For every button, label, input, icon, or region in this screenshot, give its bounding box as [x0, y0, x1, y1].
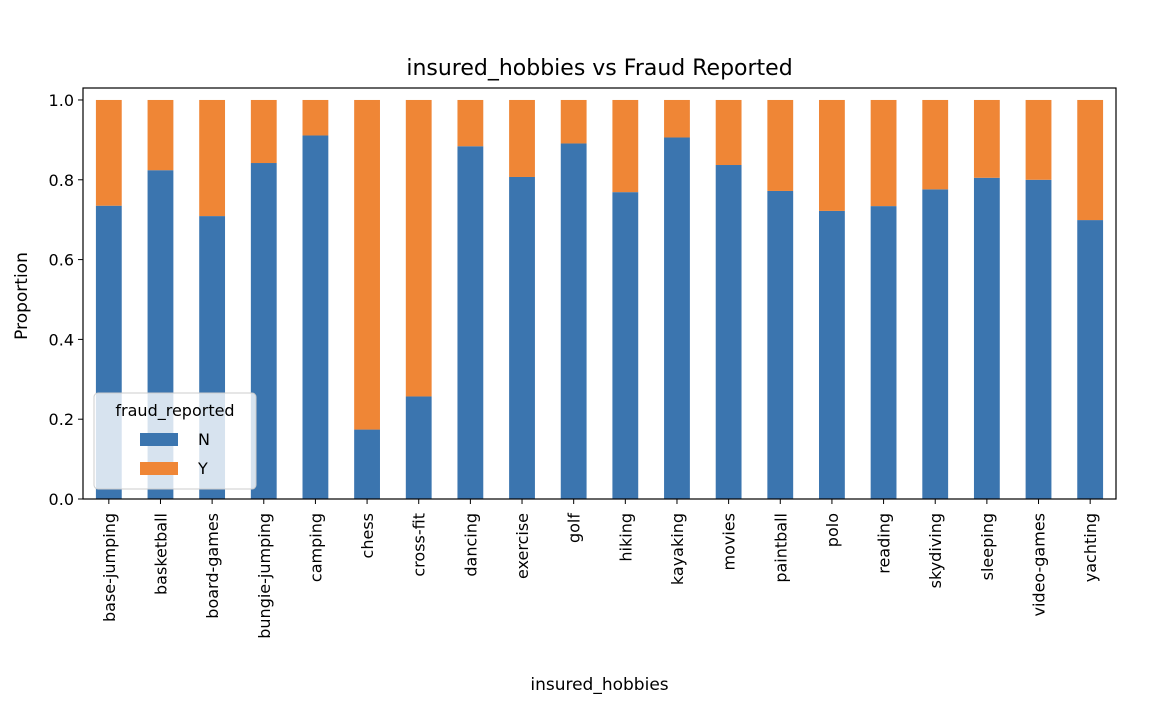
y-tick-label: 1.0 [49, 91, 74, 110]
x-tick-label-chess: chess [358, 513, 377, 558]
x-tick-label-polo: polo [823, 513, 842, 547]
bar-yachting-y [1077, 99, 1104, 221]
x-tick-label-exercise: exercise [513, 513, 532, 579]
x-tick-label-camping: camping [306, 513, 325, 582]
bar-basketball-y [147, 99, 174, 171]
y-axis: 0.0 0.2 0.4 0.6 0.8 1.0 [49, 91, 83, 509]
legend-swatch-n [140, 433, 178, 446]
bar-yachting-n [1077, 220, 1104, 499]
bar-camping-y [302, 99, 329, 136]
plot-area-frame [82, 87, 1117, 500]
y-tick-label: 0.8 [49, 171, 74, 190]
x-tick-label-bungie-jumping: bungie-jumping [255, 513, 274, 639]
bar-video-games-y [1025, 99, 1052, 180]
bar-reading-y [870, 99, 897, 207]
bar-cross-fit-y [405, 99, 432, 397]
bar-movies-y [715, 99, 742, 166]
legend-label-y: Y [197, 459, 208, 478]
bar-paintball-n [767, 190, 794, 499]
x-tick-label-base-jumping: base-jumping [100, 513, 119, 622]
bar-dancing-y [457, 99, 484, 147]
legend-title: fraud_reported [115, 401, 234, 421]
bar-skydiving-n [922, 189, 949, 499]
x-tick-label-dancing: dancing [461, 513, 480, 577]
x-tick-label-video-games: video-games [1030, 513, 1049, 617]
bar-camping-n [302, 135, 329, 500]
bar-cross-fit-n [405, 396, 432, 499]
bar-sleeping-n [973, 177, 1000, 499]
x-tick-label-kayaking: kayaking [668, 513, 687, 585]
bar-chess-y [354, 99, 380, 430]
bar-movies-n [715, 165, 742, 499]
bar-skydiving-y [922, 99, 949, 190]
bar-chess-n [354, 429, 380, 499]
x-tick-label-skydiving: skydiving [926, 513, 945, 588]
bar-reading-n [870, 206, 897, 500]
x-tick-label-hiking: hiking [616, 513, 635, 562]
x-tick-label-board-games: board-games [203, 513, 222, 619]
bar-sleeping-y [973, 99, 1000, 178]
legend: fraud_reported N Y [93, 392, 257, 490]
bar-hiking-n [612, 192, 639, 499]
bar-kayaking-n [664, 137, 690, 500]
bar-paintball-y [767, 99, 794, 191]
chart-title: insured_hobbies vs Fraud Reported [406, 56, 792, 81]
bar-golf-n [560, 143, 587, 499]
y-tick-label: 0.6 [49, 251, 74, 270]
bar-kayaking-y [664, 99, 690, 138]
y-tick-label: 0.0 [49, 490, 74, 509]
legend-swatch-y [140, 462, 178, 475]
bar-golf-y [560, 99, 587, 144]
x-tick-label-golf: golf [565, 513, 584, 543]
y-tick-label: 0.4 [49, 330, 74, 349]
x-tick-label-yachting: yachting [1081, 513, 1100, 582]
bar-board-games-y [199, 99, 226, 217]
x-tick-label-cross-fit: cross-fit [410, 513, 429, 577]
x-axis-label: insured_hobbies [530, 675, 668, 695]
bar-bungie-jumping-y [250, 99, 277, 164]
bar-video-games-n [1025, 179, 1052, 499]
x-tick-label-paintball: paintball [771, 513, 790, 583]
y-axis-label: Proportion [12, 252, 32, 340]
bar-polo-n [819, 210, 845, 499]
bar-dancing-n [457, 146, 484, 499]
legend-label-n: N [198, 430, 210, 449]
bar-polo-y [819, 99, 845, 211]
bar-hiking-y [612, 99, 639, 193]
x-tick-label-movies: movies [720, 513, 739, 570]
bar-base-jumping-y [95, 99, 122, 206]
bar-exercise-y [509, 99, 535, 177]
y-tick-label: 0.2 [49, 410, 74, 429]
bar-exercise-n [509, 176, 535, 500]
x-tick-label-sleeping: sleeping [978, 513, 997, 580]
x-axis: base-jumping basketball board-games bungie-… [100, 499, 1100, 639]
x-tick-label-basketball: basketball [151, 513, 170, 595]
x-tick-label-reading: reading [875, 513, 894, 574]
